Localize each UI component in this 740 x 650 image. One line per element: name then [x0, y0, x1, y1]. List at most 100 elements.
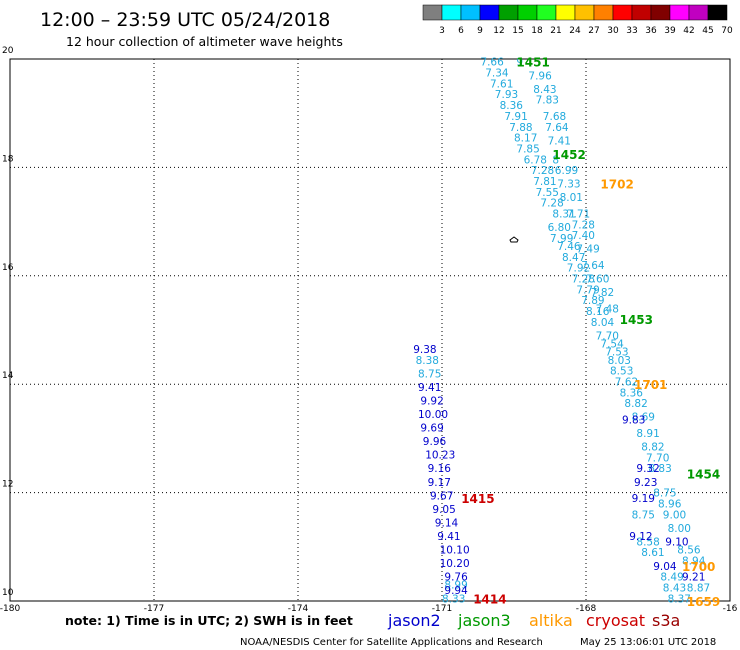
swh-reading: 7.92	[567, 263, 590, 275]
swh-reading: 8.43	[663, 582, 686, 594]
legend-jason3: jason3	[457, 611, 511, 630]
colorbar-label: 36	[645, 26, 657, 36]
colorbar-swatch	[536, 4, 557, 21]
legend-cryosat: cryosat	[586, 611, 645, 630]
swh-reading: 7.28	[531, 165, 554, 177]
colorbar-swatch	[650, 4, 671, 21]
colorbar-label: 24	[569, 26, 581, 36]
x-tick-label: -16	[723, 604, 738, 614]
swh-reading: 8.47	[562, 252, 585, 264]
swh-reading: 7.28	[572, 274, 595, 286]
pass-time-label: 1415	[461, 492, 494, 506]
colorbar-swatch	[422, 4, 443, 21]
swh-reading: 7.85	[516, 143, 539, 155]
timestamp-text: May 25 13:06:01 UTC 2018	[580, 637, 716, 648]
swh-reading: 8.87	[687, 582, 710, 594]
swh-reading: 9.04	[653, 561, 677, 573]
swh-reading: 8.37	[668, 593, 691, 605]
swh-reading: 9.92	[420, 395, 443, 407]
swh-reading: 9.83	[622, 414, 645, 426]
colorbar-swatch	[631, 4, 652, 21]
swh-reading: 9.94	[444, 585, 468, 597]
swh-reading: 8.36	[620, 387, 644, 399]
swh-reading: 9.19	[632, 493, 655, 505]
y-tick-label: 18	[2, 154, 14, 164]
credit-text: NOAA/NESDIS Center for Satellite Applica…	[240, 637, 543, 648]
x-tick-label: -168	[576, 604, 597, 614]
swh-reading: 8.94	[682, 555, 706, 567]
pass-time-label: 1414	[473, 592, 506, 606]
colorbar-swatch	[479, 4, 500, 21]
x-tick-label: -180	[0, 604, 20, 614]
note-text: note: 1) Time is in UTC; 2) SWH is in fe…	[65, 613, 353, 628]
swh-reading: 9.41	[437, 531, 460, 543]
swh-reading: 8.75	[632, 509, 655, 521]
y-tick-label: 12	[2, 480, 13, 490]
swh-reading: 8.31	[552, 208, 575, 220]
swh-reading: 9.21	[682, 572, 705, 584]
swh-reading: 7.48	[596, 303, 619, 315]
colorbar-label: 15	[512, 26, 523, 36]
plot-frame	[9, 58, 731, 602]
colorbar-swatch	[707, 4, 728, 21]
colorbar-label: 45	[702, 26, 713, 36]
swh-reading: 7.66	[480, 57, 504, 69]
pass-time-label: 1700	[682, 560, 715, 574]
swh-reading: 9.05	[432, 504, 455, 516]
x-tick-label: -174	[288, 604, 309, 614]
swh-reading: 8.49	[660, 572, 683, 584]
swh-reading: 9.14	[435, 517, 459, 529]
swh-reading: 7.89	[581, 295, 604, 307]
swh-reading: 10.00	[418, 409, 448, 421]
swh-reading: 7.64	[581, 260, 605, 272]
swh-reading: 8.33	[442, 593, 465, 605]
swh-reading: 7.82	[591, 287, 614, 299]
swh-reading: 8.83	[648, 463, 671, 475]
pass-time-label: 1701	[634, 378, 667, 392]
swh-reading: 8	[552, 154, 559, 166]
swh-reading: 8.03	[608, 355, 631, 367]
swh-reading: 9.00	[663, 509, 686, 521]
colorbar-swatch	[517, 4, 538, 21]
colorbar-label: 30	[607, 26, 619, 36]
swh-reading: 9.12	[629, 531, 652, 543]
pass-time-label: 1453	[620, 313, 653, 327]
swh-reading: 8.53	[610, 366, 633, 378]
colorbar-swatch	[669, 4, 690, 21]
pass-time-label: 1454	[687, 468, 720, 482]
swh-reading: 7.55	[536, 187, 559, 199]
pass-time-label: 1659	[687, 595, 720, 609]
swh-reading: 10.20	[440, 558, 470, 570]
swh-reading: 9	[516, 57, 523, 69]
axis-tick-labels: -180 -177 -174 -171 -168 -16 10 12 14 16 18 20	[0, 46, 738, 614]
swh-reading: 9.32	[636, 463, 659, 475]
swh-reading: 8.04	[591, 317, 615, 329]
satellite-legend: jason2 jason3 altika cryosat s3a	[387, 611, 680, 630]
swh-reading: 7.68	[543, 111, 566, 123]
colorbar-label: 18	[531, 26, 543, 36]
swh-reading: 8.75	[653, 488, 676, 500]
swh-reading: 9.69	[420, 423, 443, 435]
swh-reading: 7.93	[495, 89, 518, 101]
swh-reading: 9.17	[428, 477, 451, 489]
legend-altika: altika	[529, 611, 573, 630]
colorbar-swatch	[441, 4, 462, 21]
colorbar-label: 42	[683, 26, 694, 36]
colorbar-swatch	[688, 4, 709, 21]
colorbar-label: 3	[439, 26, 445, 36]
y-tick-label: 16	[2, 263, 14, 273]
swh-reading: 8.69	[632, 412, 655, 424]
swh-reading: 7.83	[536, 95, 559, 107]
swh-reading: 7.88	[509, 122, 532, 134]
colorbar-label: 27	[588, 26, 599, 36]
swh-reading: 9.10	[665, 536, 688, 548]
swh-reading: 7.71	[567, 208, 590, 220]
wave-height-readings: 7.66 97.34 7.967.61 8.437.93 7.838.367.91 7.6…	[413, 57, 710, 606]
swh-reading: 8.82	[641, 442, 664, 454]
pass-time-labels: 1451 1452 1453 1454 1702 1701 1700 1659 1415 1414	[461, 56, 720, 609]
swh-reading: 9.38	[413, 344, 436, 356]
colorbar-label: 9	[477, 26, 483, 36]
x-tick-label: -177	[144, 604, 164, 614]
swh-reading: 8.96	[658, 498, 682, 510]
